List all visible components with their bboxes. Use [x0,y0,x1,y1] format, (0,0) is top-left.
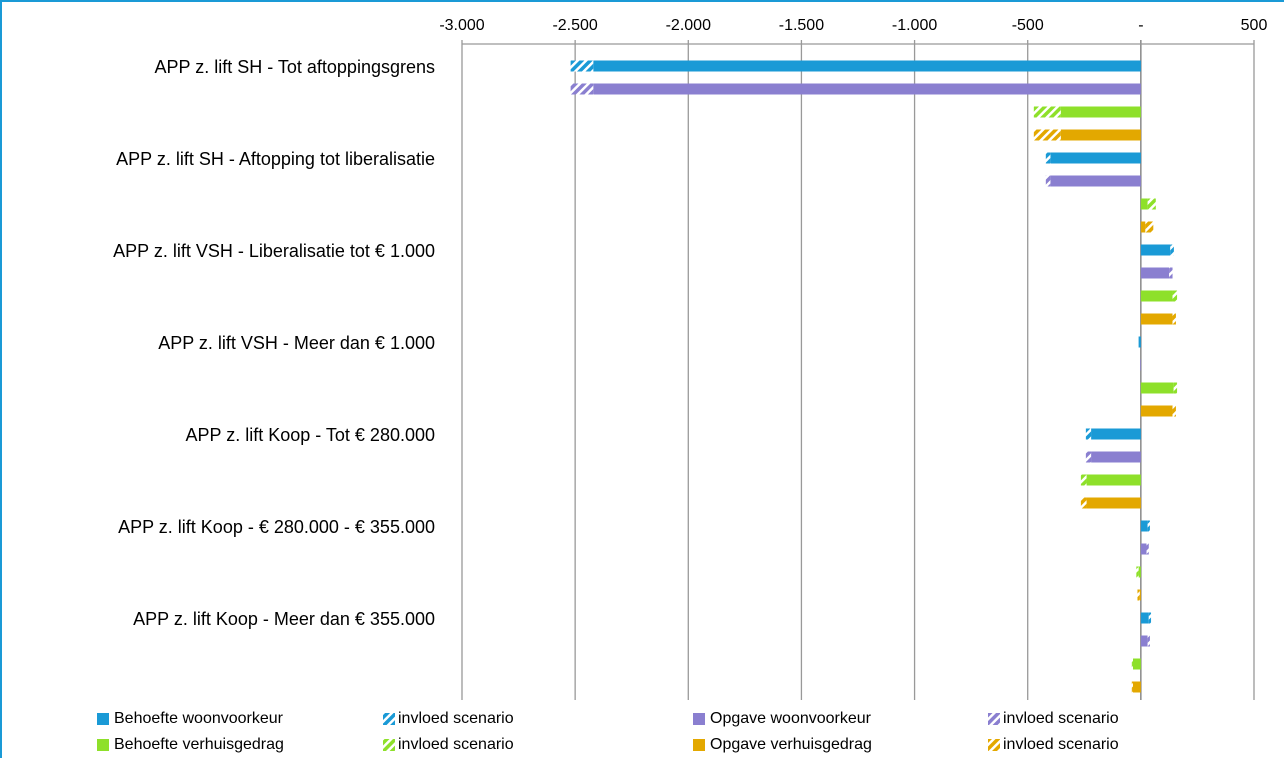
bar [1086,497,1141,509]
bar [1140,267,1170,279]
bar-scenario [1137,589,1140,601]
bar-scenario [570,60,594,72]
x-tick-label: -3.000 [439,17,484,34]
bar [1140,313,1173,325]
legend-swatch [988,713,1000,725]
legend-label: Behoefte woonvoorkeur [114,710,284,727]
bar-scenario [1147,520,1150,532]
legend-label: invloed scenario [398,710,514,727]
bar [1140,520,1148,532]
bar-scenario [1080,474,1087,486]
bar [1060,129,1141,141]
bar [1132,658,1141,670]
bar [1140,635,1148,647]
legend-label: Opgave woonvoorkeur [710,710,872,727]
legend-swatch [693,739,705,751]
bar-scenario [1136,566,1139,578]
x-tick-label: -500 [1012,17,1044,34]
bar [1091,428,1141,440]
bar-scenario [1033,129,1061,141]
bar [1086,474,1141,486]
bar [1132,681,1141,693]
bar-scenario [1147,198,1156,210]
bar-scenario [1085,451,1092,463]
bar [593,60,1141,72]
x-tick-label: -1.500 [779,17,824,34]
category-label: APP z. lift VSH - Meer dan € 1.000 [158,333,435,353]
bar [1050,152,1141,164]
bar [1140,405,1173,417]
legend-swatch [383,713,395,725]
bar-scenario [1170,244,1174,256]
bar-scenario [1131,681,1133,693]
bar [1140,290,1173,302]
bar [1050,175,1141,187]
bar [1139,589,1141,601]
bar-scenario [1045,152,1051,164]
category-label: APP z. lift Koop - Meer dan € 355.000 [133,609,435,629]
category-label: APP z. lift VSH - Liberalisatie tot € 1.… [113,241,435,261]
x-tick-label: -2.500 [552,17,597,34]
legend-swatch [988,739,1000,751]
bar-scenario [1147,635,1150,647]
x-tick-label: 500 [1241,17,1268,34]
x-tick-label: - [1138,17,1143,34]
bar [1060,106,1141,118]
bar [1140,359,1141,371]
bar [1140,221,1146,233]
bar-scenario [1172,313,1176,325]
bar [1140,198,1148,210]
category-label: APP z. lift SH - Aftopping tot liberalis… [116,149,435,169]
bar [1140,244,1171,256]
category-label: APP z. lift Koop - € 280.000 - € 355.000 [118,517,435,537]
bar [593,83,1141,95]
bar-scenario [1148,612,1152,624]
legend-label: invloed scenario [398,736,514,753]
bar [1138,336,1141,348]
legend-label: invloed scenario [1003,710,1119,727]
bar-scenario [570,83,594,95]
legend-swatch [97,739,109,751]
legend-swatch [383,739,395,751]
bar [1138,566,1141,578]
bar-scenario [1172,405,1176,417]
bar-scenario [1169,267,1173,279]
legend-swatch [97,713,109,725]
bar [1140,543,1147,555]
x-tick-label: -1.000 [892,17,937,34]
bar-scenario [1146,543,1149,555]
bar [1091,451,1141,463]
legend-label: Opgave verhuisgedrag [710,736,872,753]
bar-scenario [1173,382,1178,394]
x-tick-label: -2.000 [666,17,711,34]
bar [1140,612,1149,624]
bar-scenario [1045,175,1051,187]
bar-scenario [1080,497,1087,509]
bar-scenario [1085,428,1092,440]
category-label: APP z. lift Koop - Tot € 280.000 [186,425,436,445]
bar-scenario [1033,106,1061,118]
legend-swatch [693,713,705,725]
bar-scenario [1172,290,1178,302]
category-label: APP z. lift SH - Tot aftoppingsgrens [155,57,435,77]
bar-scenario [1131,658,1133,670]
bar [1140,382,1174,394]
bar-scenario [1145,221,1154,233]
legend-label: invloed scenario [1003,736,1119,753]
legend-label: Behoefte verhuisgedrag [114,736,284,753]
